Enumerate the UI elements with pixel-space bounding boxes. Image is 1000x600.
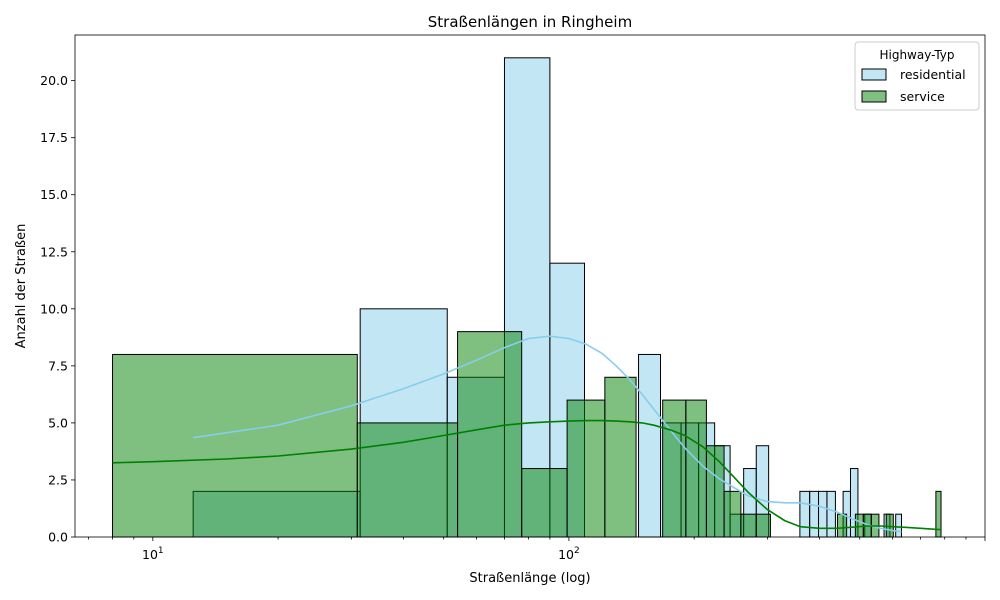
y-tick-label: 17.5 — [40, 130, 68, 145]
service-bar — [356, 422, 459, 538]
service-bar — [521, 468, 568, 538]
legend-label-residential: residential — [900, 67, 966, 82]
y-grid-ticks: 0.0 2.5 5.0 7.5 10.0 12.5 15.0 17.5 20.0 — [40, 73, 75, 545]
legend-label-service: service — [900, 89, 945, 104]
service-bar — [755, 513, 771, 538]
residential-bar — [895, 513, 903, 538]
kde-lines — [112, 335, 942, 533]
x-grid-ticks: 101 102 — [87, 537, 986, 562]
service-kde-line — [112, 419, 942, 531]
service-bar — [112, 353, 358, 538]
residential-bar — [818, 490, 828, 538]
legend-swatch-residential — [861, 68, 887, 81]
service-bar — [566, 399, 606, 538]
y-tick-label: 20.0 — [40, 73, 68, 88]
y-tick-label: 5.0 — [48, 415, 68, 430]
x-tick-label: 101 — [142, 546, 164, 562]
legend-title: Highway-Typ — [879, 48, 954, 62]
service-bar — [836, 513, 848, 538]
service-bar — [740, 513, 757, 538]
plot-frame — [74, 34, 986, 538]
y-tick-label: 7.5 — [48, 358, 68, 373]
y-tick-label: 15.0 — [40, 187, 68, 202]
service-bar — [662, 399, 687, 538]
y-tick-label: 12.5 — [40, 244, 68, 259]
x-tick-label: 102 — [558, 546, 580, 562]
chart-title: Straßenlängen in Ringheim — [428, 13, 632, 31]
x-axis-label: Straßenlänge (log) — [469, 571, 590, 586]
y-tick-label: 10.0 — [40, 301, 68, 316]
y-tick-label: 0.0 — [48, 530, 68, 545]
legend: Highway-Typ residential service — [854, 41, 980, 111]
service-bar — [604, 376, 637, 538]
y-tick-label: 2.5 — [48, 472, 68, 487]
residential-kde-line — [193, 335, 902, 533]
service-bar — [705, 445, 725, 538]
y-axis-label: Anzahl der Straßen — [14, 224, 29, 349]
residential-bar — [799, 490, 811, 538]
residential-bar — [826, 490, 836, 538]
service-bar — [685, 399, 707, 538]
residential-bar — [809, 490, 820, 538]
service-bar — [457, 331, 523, 538]
residential-bar — [638, 353, 662, 538]
service-bar — [885, 513, 894, 538]
legend-swatch-service — [861, 90, 887, 103]
service-bar — [723, 490, 742, 538]
